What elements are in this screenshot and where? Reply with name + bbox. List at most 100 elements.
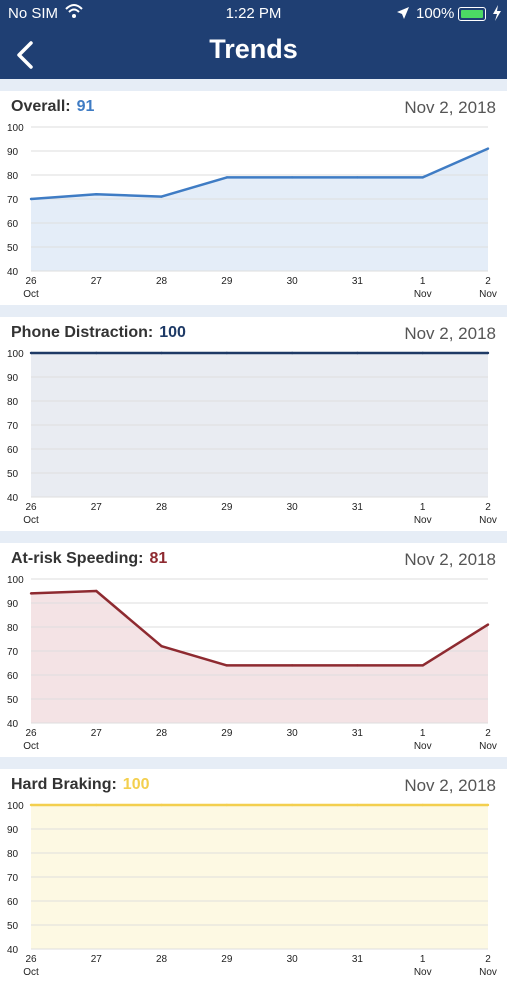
x-tick-label: 31 (352, 276, 364, 287)
x-tick-label: 27 (91, 276, 103, 287)
data-point (29, 803, 33, 807)
data-point (160, 351, 163, 355)
y-tick-label: 60 (7, 445, 19, 456)
data-point (290, 803, 294, 807)
x-tick-label: 28 (156, 276, 168, 287)
data-point (421, 176, 424, 179)
x-tick-label: 2 Nov (479, 276, 497, 300)
y-tick-label: 40 (7, 267, 19, 278)
data-point (95, 193, 98, 196)
area-fill (31, 591, 488, 723)
data-point (290, 664, 294, 667)
trend-card-hard-braking[interactable]: Hard Braking: 100 Nov 2, 2018 100 90 80 70 60… (0, 769, 507, 983)
y-tick-label: 60 (7, 671, 19, 682)
y-tick-label: 80 (7, 849, 19, 860)
x-tick-label: 28 (156, 502, 168, 513)
card-label: Hard Braking: (11, 776, 117, 793)
data-point (356, 803, 359, 807)
data-point (160, 803, 163, 807)
x-tick-label: 29 (221, 728, 233, 739)
x-tick-label: 1 Nov (414, 502, 432, 526)
battery-icon (458, 7, 486, 21)
card-date: Nov 2, 2018 (404, 550, 496, 569)
y-tick-label: 100 (7, 123, 24, 134)
page-title: Trends (209, 34, 298, 64)
y-tick-label: 90 (7, 825, 19, 836)
data-point (95, 351, 98, 355)
data-point (486, 147, 490, 150)
x-tick-label: 27 (91, 502, 103, 513)
data-point (225, 351, 229, 355)
card-score: 100 (159, 324, 186, 341)
y-tick-label: 70 (7, 647, 19, 658)
y-tick-label: 40 (7, 945, 19, 956)
x-tick-label: 26 Oct (23, 728, 39, 752)
data-point (421, 803, 424, 807)
data-point (356, 351, 359, 355)
x-tick-label: 27 (91, 728, 103, 739)
card-score: 81 (149, 550, 168, 567)
overall-trend-chart: 100 90 80 70 60 50 40 26 Oct 27 28 29 30 31 1 Nov 2 Nov (7, 123, 497, 300)
chevron-left-icon (17, 41, 33, 69)
y-tick-label: 50 (7, 243, 19, 254)
x-tick-label: 28 (156, 954, 168, 965)
x-tick-label: 26 Oct (23, 502, 39, 526)
y-tick-label: 80 (7, 623, 19, 634)
trend-card-at-risk-speeding[interactable]: At-risk Speeding: 81 Nov 2, 2018 100 90 80 7… (0, 543, 507, 757)
trend-card-overall[interactable]: Overall: 91 Nov 2, 2018 100 90 80 70 60 50 40 26… (0, 91, 507, 305)
y-tick-label: 70 (7, 873, 19, 884)
y-tick-label: 40 (7, 719, 19, 730)
x-tick-label: 2 Nov (479, 502, 497, 526)
data-point (160, 195, 163, 198)
x-tick-label: 26 Oct (23, 276, 39, 300)
y-tick-label: 70 (7, 421, 19, 432)
card-date: Nov 2, 2018 (404, 98, 496, 117)
card-label: Overall: (11, 98, 71, 115)
y-tick-label: 70 (7, 195, 19, 206)
x-tick-label: 26 Oct (23, 954, 39, 978)
series-line (30, 147, 489, 201)
x-tick-label: 31 (352, 502, 364, 513)
y-tick-label: 80 (7, 171, 19, 182)
x-tick-label: 1 Nov (414, 954, 432, 978)
data-point (356, 176, 359, 179)
x-tick-label: 30 (287, 502, 299, 513)
data-point (290, 351, 294, 355)
y-tick-label: 60 (7, 219, 19, 230)
wifi-icon (64, 2, 84, 24)
clock: 1:22 PM (225, 5, 282, 22)
data-point (29, 592, 33, 595)
data-point (290, 176, 294, 179)
card-label: Phone Distraction: (11, 324, 154, 341)
x-tick-label: 1 Nov (414, 728, 432, 752)
data-point (421, 664, 424, 667)
data-point (421, 351, 424, 355)
trend-card-phone-distraction[interactable]: Phone Distraction: 100 Nov 2, 2018 100 90 8… (0, 317, 507, 531)
x-tick-label: 29 (221, 276, 233, 287)
x-tick-label: 28 (156, 728, 168, 739)
data-point (29, 351, 33, 355)
data-point (95, 803, 98, 807)
x-tick-label: 30 (287, 728, 299, 739)
charging-icon (492, 5, 502, 25)
at-risk-speeding-trend-chart: 100 90 80 70 60 50 40 26 Oct 27 28 29 30 31 1 Nov 2 Nov (7, 575, 497, 752)
x-tick-label: 31 (352, 954, 364, 965)
y-tick-label: 40 (7, 493, 19, 504)
hard-braking-trend-chart: 100 90 80 70 60 50 40 26 Oct 27 28 29 30 31 1 Nov 2 Nov (7, 801, 497, 978)
back-button[interactable] (12, 40, 42, 70)
x-tick-label: 27 (91, 954, 103, 965)
y-tick-label: 100 (7, 575, 24, 586)
y-tick-label: 50 (7, 469, 19, 480)
nav-header: Trends (0, 28, 507, 79)
series-line (30, 589, 489, 667)
card-date: Nov 2, 2018 (404, 324, 496, 343)
carrier-label: No SIM (8, 5, 59, 22)
y-tick-label: 60 (7, 897, 19, 908)
y-tick-label: 90 (7, 147, 19, 158)
card-score: 100 (122, 776, 150, 793)
location-arrow-icon (396, 6, 410, 24)
x-tick-label: 30 (287, 276, 299, 287)
x-tick-label: 2 Nov (479, 728, 497, 752)
card-score: 91 (76, 98, 95, 115)
status-bar: No SIM 1:22 PM 100% (0, 0, 507, 28)
